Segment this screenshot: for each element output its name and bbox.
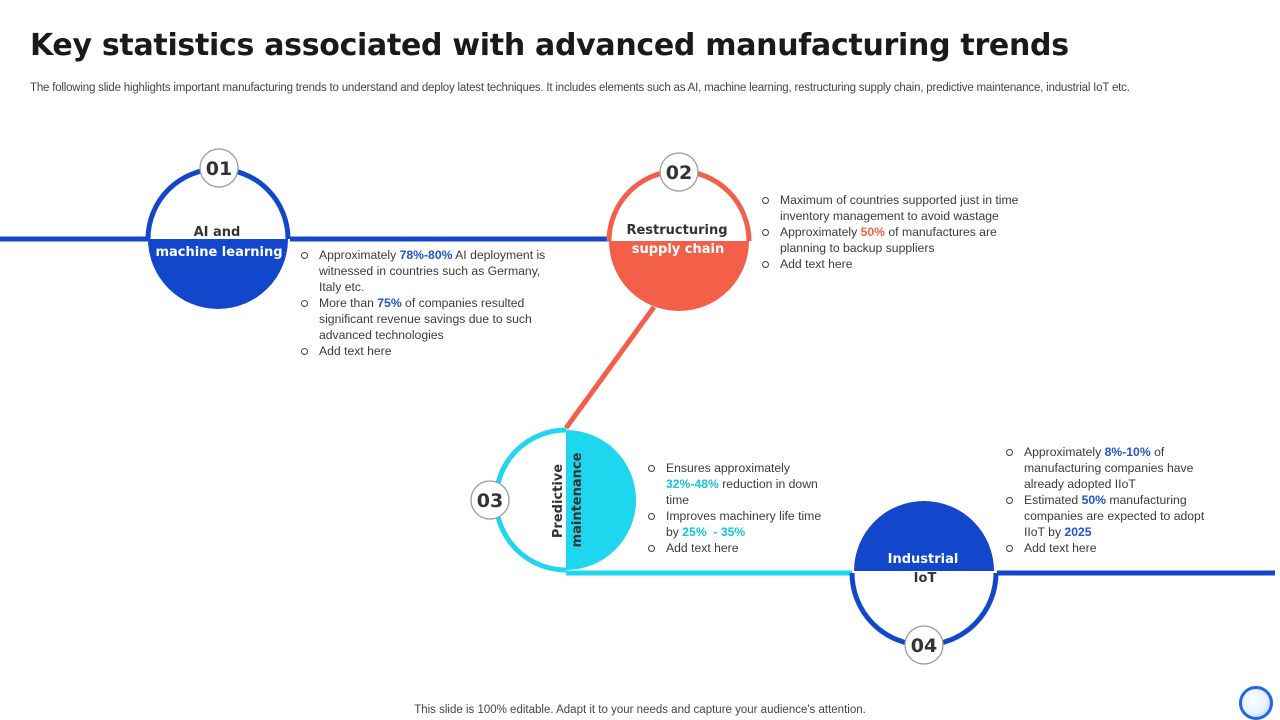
step-01-number-badge bbox=[199, 148, 239, 188]
list-item: Ensures approximately 32%-48% reduction … bbox=[647, 460, 837, 508]
slide-title: Key statistics associated with advanced … bbox=[30, 28, 1069, 63]
step-03-number-badge bbox=[470, 480, 510, 520]
step-02-number: 02 bbox=[666, 162, 692, 184]
list-item: Add text here bbox=[647, 540, 837, 556]
step-02-number-badge bbox=[659, 152, 699, 192]
list-item: Add text here bbox=[300, 343, 550, 359]
list-item: More than 75% of companies resulted sign… bbox=[300, 295, 550, 343]
list-item: Approximately 50% of manufactures are pl… bbox=[761, 224, 1046, 256]
step-01-label-line2: machine learning bbox=[155, 245, 282, 260]
step-02-label-line2: supply chain bbox=[632, 242, 725, 257]
step-03-node: 03 Predictive maintenance bbox=[470, 427, 636, 573]
list-item: Approximately 8%-10% of manufacturing co… bbox=[1005, 444, 1215, 492]
step-03-label-line1: Predictive bbox=[551, 464, 566, 538]
step-04-number-badge bbox=[904, 625, 944, 665]
step-01-node: 01 AI and machine learning bbox=[145, 148, 291, 309]
step-02-bullets: Maximum of countries supported just in t… bbox=[761, 192, 1046, 272]
list-item: Estimated 50% manufacturing companies ar… bbox=[1005, 492, 1215, 540]
list-item: Approximately 78%-80% AI deployment is w… bbox=[300, 247, 550, 295]
step-03-number: 03 bbox=[477, 490, 503, 512]
step-02-node: 02 Restructuring supply chain bbox=[606, 152, 752, 311]
step-01-number: 01 bbox=[206, 158, 232, 180]
slide-subtitle: The following slide highlights important… bbox=[30, 82, 1130, 94]
step-04-node: 04 Industrial IoT bbox=[849, 501, 999, 665]
step-04-bullets: Approximately 8%-10% of manufacturing co… bbox=[1005, 444, 1215, 556]
list-item: Add text here bbox=[761, 256, 1046, 272]
step-04-label-line2: IoT bbox=[914, 571, 937, 586]
footer-note: This slide is 100% editable. Adapt it to… bbox=[414, 704, 866, 716]
step-01-label-line1: AI and bbox=[194, 225, 241, 240]
corner-logo-icon bbox=[1239, 686, 1273, 720]
step-04-number: 04 bbox=[911, 635, 937, 657]
list-item: Maximum of countries supported just in t… bbox=[761, 192, 1046, 224]
step-04-label-line1: Industrial bbox=[888, 552, 959, 567]
list-item: Improves machinery life time by 25% - 35… bbox=[647, 508, 837, 540]
step-02-label-line1: Restructuring bbox=[626, 223, 727, 238]
timeline-line-02-03 bbox=[563, 305, 657, 430]
step-03-label-line2: maintenance bbox=[570, 452, 585, 547]
step-03-bullets: Ensures approximately 32%-48% reduction … bbox=[647, 460, 837, 556]
list-item: Add text here bbox=[1005, 540, 1215, 556]
step-01-bullets: Approximately 78%-80% AI deployment is w… bbox=[300, 247, 550, 359]
